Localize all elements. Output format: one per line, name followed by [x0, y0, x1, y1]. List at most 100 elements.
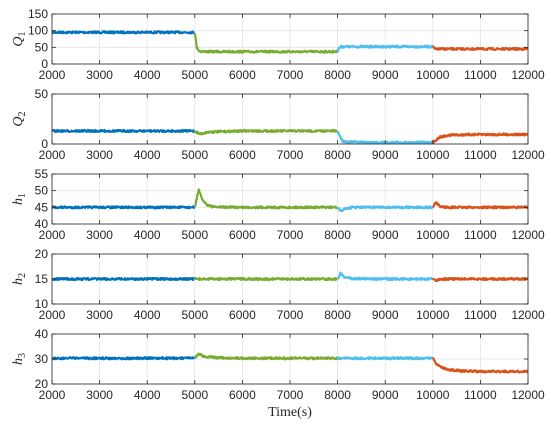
- y-axis-label-main: Q: [11, 116, 26, 126]
- y-tick-label: 150: [28, 7, 48, 21]
- series-line-2: [194, 276, 338, 282]
- x-tick-label: 5000: [181, 228, 208, 242]
- series-line-4: [432, 201, 528, 210]
- x-tick-label: 6000: [229, 308, 256, 322]
- x-tick-label: 6000: [229, 228, 256, 242]
- x-tick-label: 9000: [372, 68, 399, 82]
- x-tick-label: 12000: [511, 68, 545, 82]
- series-line-4: [431, 45, 528, 52]
- x-tick-label: 10000: [416, 228, 450, 242]
- x-tick-label: 3000: [86, 68, 113, 82]
- x-tick-label: 3000: [86, 388, 113, 402]
- y-tick-label: 50: [35, 87, 49, 101]
- series-line-4: [431, 276, 528, 283]
- panel-4: 2000 3000 4000 5000 6000 7000 8000 9000 10000 110…: [11, 247, 545, 322]
- x-axis-label: Time(s): [268, 405, 312, 420]
- x-tick-label: 5000: [181, 148, 208, 162]
- panel-2: 2000 3000 4000 5000 6000 7000 8000 9000 10000 110…: [11, 87, 545, 162]
- y-tick-label: 50: [35, 40, 49, 54]
- y-tick-label: 45: [35, 200, 49, 214]
- x-tick-label: 10000: [416, 68, 450, 82]
- y-axis-label: Q1: [11, 31, 28, 46]
- x-tick-label: 2000: [39, 148, 66, 162]
- series-line-3: [336, 356, 434, 361]
- y-tick-label: 30: [35, 352, 49, 366]
- x-tick-label: 7000: [277, 148, 304, 162]
- x-tick-label: 3000: [86, 308, 113, 322]
- series-line-3: [337, 271, 434, 282]
- x-tick-label: 7000: [277, 388, 304, 402]
- x-tick-label: 4000: [134, 388, 161, 402]
- x-tick-label: 12000: [511, 148, 545, 162]
- y-tick-label: 55: [35, 167, 49, 181]
- y-axis-label-main: Q: [11, 36, 26, 46]
- x-tick-label: 9000: [372, 148, 399, 162]
- x-tick-label: 4000: [134, 228, 161, 242]
- y-tick-label: 0: [41, 137, 48, 151]
- x-tick-label: 9000: [372, 308, 399, 322]
- x-tick-label: 11000: [464, 308, 497, 322]
- x-tick-label: 5000: [181, 68, 208, 82]
- series-line-1: [52, 205, 196, 210]
- x-tick-label: 7000: [277, 228, 304, 242]
- x-tick-label: 6000: [229, 148, 256, 162]
- series-line-3: [336, 205, 434, 213]
- y-axis-label-main: h: [11, 358, 26, 365]
- series-line-1: [52, 128, 196, 134]
- x-tick-label: 10000: [416, 388, 450, 402]
- y-axis-label-main: h: [11, 278, 26, 285]
- y-tick-label: 40: [35, 327, 49, 341]
- y-tick-label: 0: [41, 57, 48, 71]
- x-tick-label: 10000: [416, 308, 450, 322]
- x-tick-label: 12000: [511, 228, 545, 242]
- y-axis-label: Q2: [11, 111, 28, 126]
- panel-1: 2000 3000 4000 5000 6000 7000 8000 9000 10000 110…: [11, 7, 545, 82]
- x-tick-label: 3000: [86, 228, 113, 242]
- x-tick-label: 2000: [39, 308, 66, 322]
- y-tick-label: 20: [35, 247, 49, 261]
- x-tick-label: 6000: [229, 68, 256, 82]
- x-tick-label: 5000: [181, 388, 208, 402]
- series-line-2: [193, 188, 338, 210]
- x-tick-label: 2000: [39, 68, 66, 82]
- panel-3: 2000 3000 4000 5000 6000 7000 8000 9000 10000 110…: [11, 167, 545, 242]
- x-tick-label: 8000: [324, 388, 351, 402]
- y-axis-label: h1: [11, 193, 28, 205]
- x-tick-label: 2000: [39, 388, 66, 402]
- panel-5: 2000 3000 4000 5000 6000 7000 8000 9000 10000 110…: [11, 327, 545, 420]
- y-axis-label-main: h: [11, 198, 26, 205]
- y-tick-label: 10: [35, 297, 49, 311]
- x-tick-label: 8000: [324, 68, 351, 82]
- series-line-2: [193, 128, 339, 136]
- series-line-3: [336, 44, 434, 53]
- y-tick-label: 100: [28, 24, 48, 38]
- x-tick-label: 9000: [372, 228, 399, 242]
- series-line-1: [52, 30, 196, 35]
- x-tick-label: 4000: [134, 308, 161, 322]
- series-line-1: [52, 356, 196, 361]
- x-tick-label: 11000: [464, 388, 497, 402]
- y-axis-label-subscript: 2: [17, 111, 28, 116]
- x-tick-label: 5000: [181, 308, 208, 322]
- x-tick-label: 7000: [277, 68, 304, 82]
- x-tick-label: 12000: [511, 308, 545, 322]
- x-tick-label: 11000: [464, 68, 497, 82]
- y-axis-label: h3: [11, 353, 28, 365]
- x-tick-label: 11000: [464, 148, 497, 162]
- y-axis-label-subscript: 2: [17, 273, 28, 278]
- x-tick-label: 11000: [464, 228, 497, 242]
- x-tick-label: 2000: [39, 228, 66, 242]
- x-tick-label: 12000: [511, 388, 545, 402]
- y-tick-label: 50: [35, 184, 49, 198]
- x-tick-label: 8000: [324, 228, 351, 242]
- x-tick-label: 7000: [277, 308, 304, 322]
- series-line-4: [431, 356, 528, 374]
- y-axis-label: h2: [11, 273, 28, 285]
- y-axis-label-subscript: 1: [17, 193, 28, 198]
- x-tick-label: 4000: [134, 68, 161, 82]
- series-line-4: [431, 132, 528, 144]
- x-tick-label: 4000: [134, 148, 161, 162]
- y-tick-label: 20: [35, 377, 49, 391]
- y-axis-label-subscript: 3: [17, 353, 28, 358]
